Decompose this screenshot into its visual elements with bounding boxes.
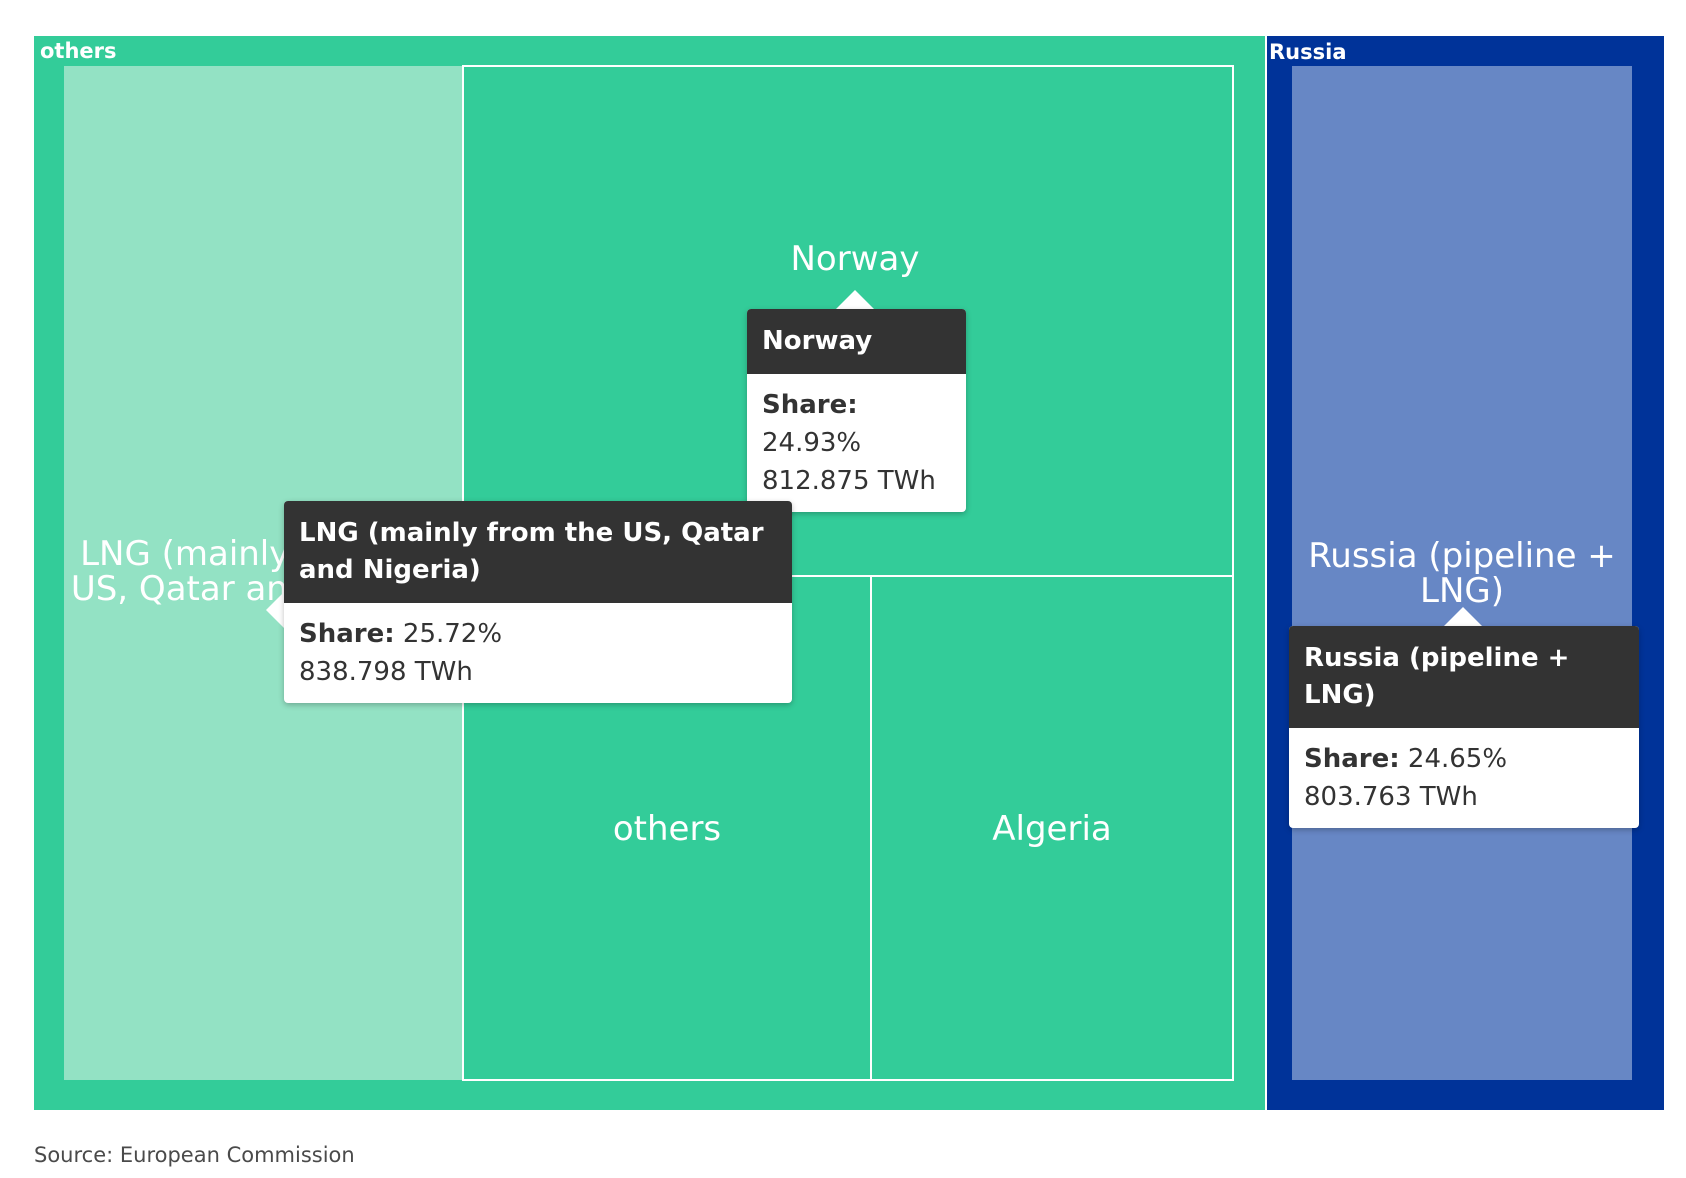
tooltip-russia-share: Share: 24.65% (1304, 740, 1624, 778)
tooltip-russia: Russia (pipeline + LNG) Share: 24.65% 80… (1289, 626, 1639, 828)
tooltip-russia-share-label: Share: (1304, 744, 1400, 774)
treemap-chart: others LNG (mainly from the US, Qatar an… (34, 36, 1664, 1110)
source-note: Source: European Commission (34, 1143, 355, 1167)
tooltip-lng-share-value: 25.72% (402, 619, 503, 649)
tooltip-russia-title: Russia (pipeline + LNG) (1289, 626, 1639, 728)
tooltip-russia-share-value: 24.65% (1407, 744, 1508, 774)
tooltip-russia-value: 803.763 TWh (1304, 782, 1478, 812)
group-russia-label: Russia (1269, 40, 1347, 64)
tooltip-russia-pointer (1444, 607, 1482, 626)
tooltip-norway-value: 812.875 TWh (762, 466, 936, 496)
leaf-russia-tile[interactable] (1292, 66, 1632, 1080)
tooltip-lng-value: 838.798 TWh (299, 657, 473, 687)
leaf-russia-label-line1: Russia (pipeline + (1308, 536, 1616, 576)
tooltip-lng-share: Share: 25.72% (299, 615, 777, 653)
group-others-label: others (40, 39, 117, 63)
tooltip-norway-title: Norway (747, 309, 966, 374)
tooltip-norway-share-value: 24.93% (762, 428, 862, 458)
leaf-algeria-tile[interactable] (870, 575, 1234, 1081)
leaf-algeria-label: Algeria (992, 809, 1111, 849)
tooltip-norway: Norway Share: 24.93% 812.875 TWh (747, 309, 966, 512)
tooltip-lng-pointer (266, 592, 284, 628)
tooltip-norway-pointer (836, 290, 874, 309)
tooltip-norway-share: Share: 24.93% (762, 386, 951, 462)
tooltip-lng: LNG (mainly from the US, Qatar and Niger… (284, 501, 792, 703)
tooltip-lng-share-label: Share: (299, 619, 395, 649)
leaf-others-label: others (613, 809, 721, 849)
leaf-russia-label-line2: LNG) (1420, 571, 1504, 611)
tooltip-norway-share-label: Share: (762, 390, 858, 420)
tooltip-lng-title: LNG (mainly from the US, Qatar and Niger… (284, 501, 792, 603)
leaf-norway-label: Norway (791, 239, 920, 279)
